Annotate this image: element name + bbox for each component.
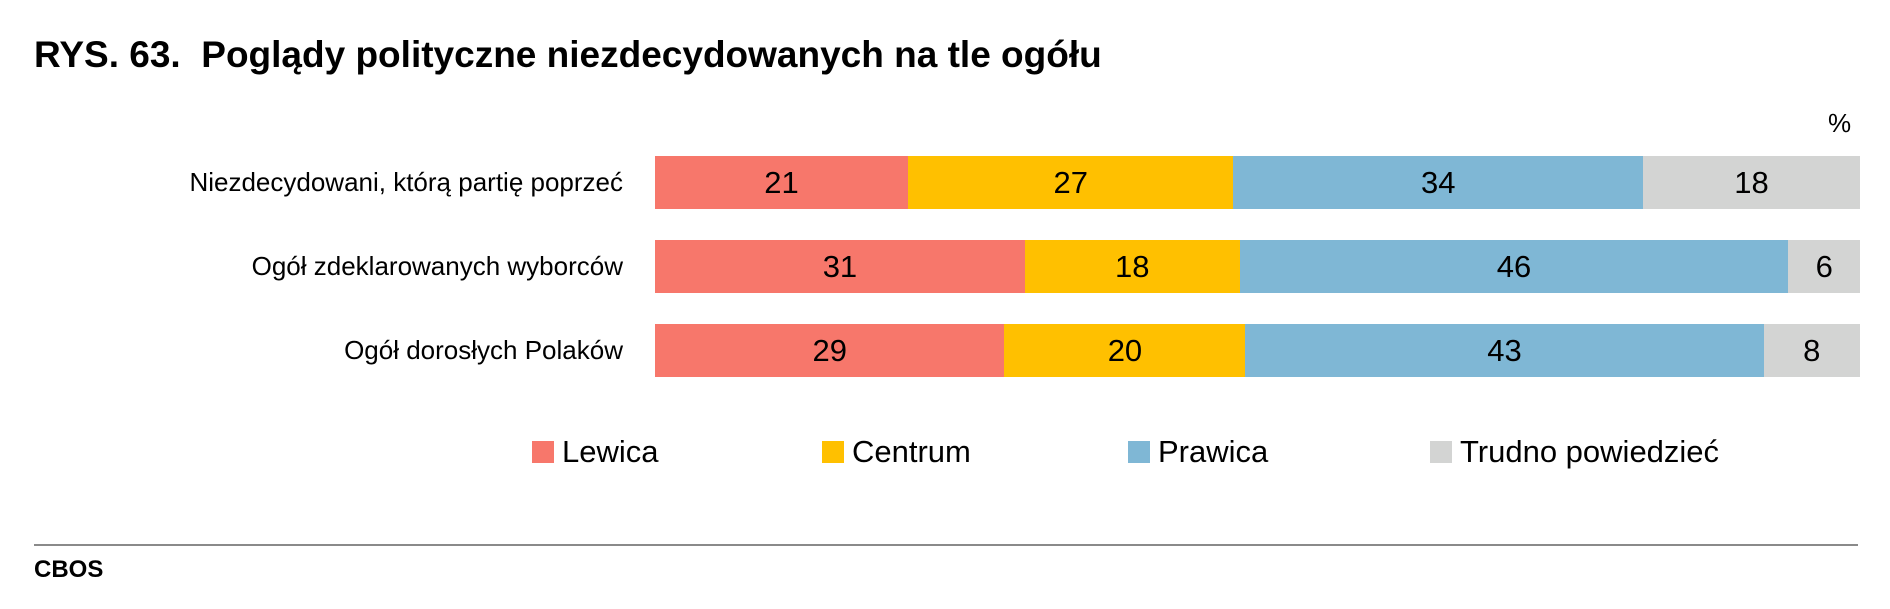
- category-label: Niezdecydowani, którą partię poprzeć: [189, 167, 623, 197]
- legend-item: Centrum: [822, 434, 971, 470]
- chart-title: RYS. 63. Poglądy polityczne niezdecydowa…: [34, 34, 1102, 75]
- bar-segment-trudno-powiedzieć: 18: [1643, 156, 1860, 209]
- legend-label: Lewica: [562, 434, 659, 469]
- legend: Lewica Centrum Prawica Trudno powiedzieć: [0, 434, 1890, 470]
- legend-item: Prawica: [1128, 434, 1268, 470]
- legend-item: Lewica: [532, 434, 659, 470]
- legend-item: Trudno powiedzieć: [1430, 434, 1719, 470]
- bar-segment-prawica: 34: [1233, 156, 1644, 209]
- bar-segment-trudno-powiedzieć: 6: [1788, 240, 1860, 293]
- bar-segment-centrum: 20: [1004, 324, 1246, 377]
- bar-segment-centrum: 27: [908, 156, 1234, 209]
- bar-segment-lewica: 29: [655, 324, 1005, 377]
- divider: [34, 544, 1858, 546]
- legend-swatch: [1128, 441, 1150, 463]
- legend-swatch: [532, 441, 554, 463]
- legend-swatch: [822, 441, 844, 463]
- category-label: Ogół dorosłych Polaków: [344, 335, 623, 365]
- source-label: CBOS: [34, 556, 104, 583]
- bar-segment-lewica: 21: [655, 156, 909, 209]
- legend-label: Trudno powiedzieć: [1460, 434, 1720, 469]
- bar-segment-prawica: 46: [1239, 240, 1789, 293]
- legend-label: Prawica: [1158, 434, 1269, 469]
- unit-label: %: [1828, 108, 1852, 138]
- stacked-bar: 29 20 43 8: [655, 324, 1860, 377]
- stacked-bar: 31 18 46 6: [655, 240, 1860, 293]
- bar-segment-prawica: 43: [1245, 324, 1764, 377]
- bar-segment-centrum: 18: [1024, 240, 1240, 293]
- bar-segment-trudno-powiedzieć: 8: [1763, 324, 1860, 377]
- stacked-bar: 21 27 34 18: [655, 156, 1860, 209]
- legend-swatch: [1430, 441, 1452, 463]
- category-label: Ogół zdeklarowanych wyborców: [251, 251, 623, 281]
- legend-label: Centrum: [852, 434, 971, 469]
- bar-segment-lewica: 31: [655, 240, 1025, 293]
